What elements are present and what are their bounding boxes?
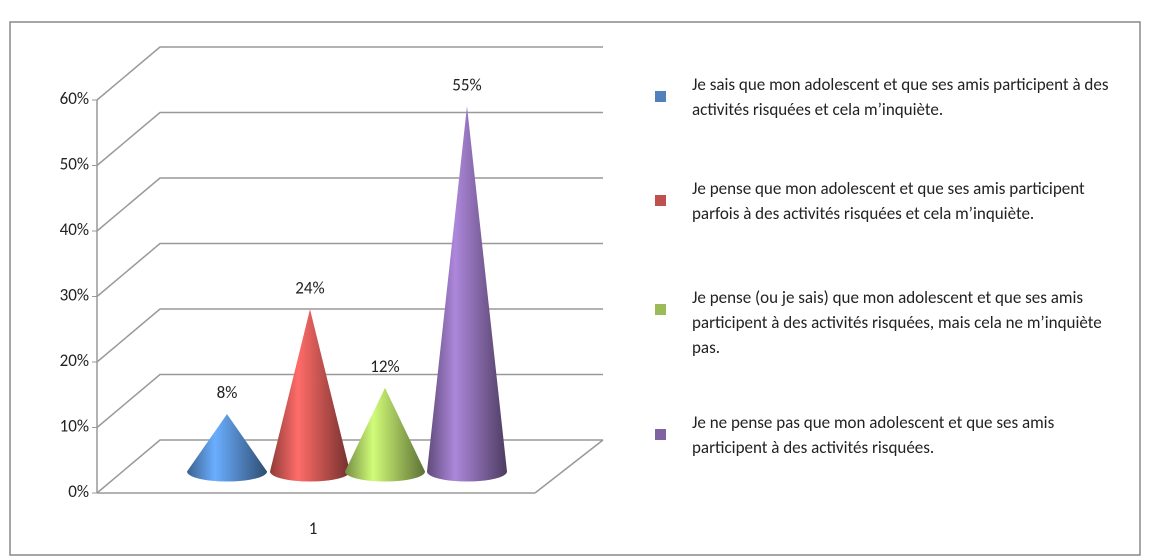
y-tick-label: 40% — [60, 219, 89, 240]
data-label: 8% — [217, 382, 238, 403]
y-tick-label: 50% — [60, 154, 89, 175]
legend-label: Je pense que mon adolescent et que ses a… — [692, 178, 1085, 224]
legend-label: Je pense (ou je sais) que mon adolescent… — [692, 287, 1102, 358]
y-tick-label: 60% — [60, 88, 89, 109]
legend-label: Je sais que mon adolescent et que ses am… — [692, 74, 1109, 120]
y-tick-label: 20% — [60, 350, 89, 371]
legend-label: Je ne pense pas que mon adolescent et qu… — [692, 412, 1055, 458]
legend-swatch — [655, 429, 666, 440]
legend-swatch — [655, 91, 666, 102]
y-tick-label: 10% — [60, 416, 89, 437]
cone — [187, 414, 267, 482]
cone — [427, 106, 507, 482]
grid-line — [96, 46, 603, 101]
data-label: 12% — [370, 356, 399, 377]
data-label: 24% — [295, 277, 324, 298]
cone — [345, 387, 425, 482]
floor-edge — [534, 439, 604, 494]
legend-swatch — [655, 304, 666, 315]
grid-line — [96, 177, 603, 232]
legend-swatch — [655, 195, 666, 206]
x-tick-label: 1 — [309, 518, 318, 539]
y-tick-label: 30% — [60, 285, 89, 306]
y-tick-label: 0% — [68, 481, 89, 502]
cone — [270, 309, 350, 482]
grid-line — [96, 111, 603, 167]
data-label: 55% — [452, 74, 481, 95]
